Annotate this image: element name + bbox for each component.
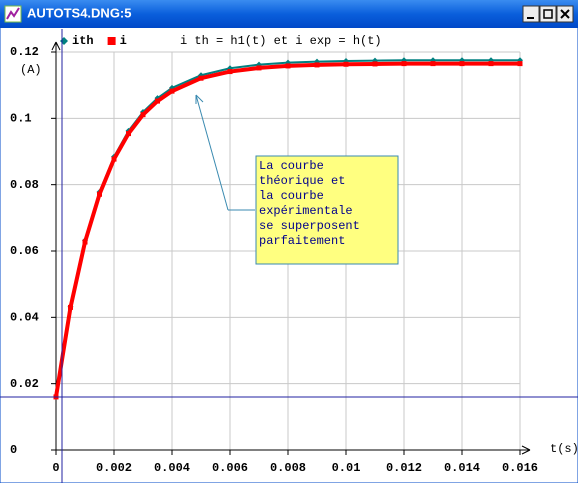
data-point: [488, 61, 494, 67]
x-tick-label: 0.01: [332, 461, 361, 475]
annotation-text: parfaitement: [259, 234, 345, 248]
y-tick-label: 0.06: [10, 244, 39, 258]
annotation-box: [255, 155, 399, 265]
data-point: [97, 191, 102, 197]
data-point: [68, 304, 73, 310]
y-tick-label: 0.04: [10, 311, 39, 325]
data-point: [372, 61, 378, 67]
y-tick-label: 0.1: [10, 112, 32, 126]
data-point: [169, 88, 175, 94]
data-point: [82, 239, 88, 245]
y-tick-label: 0.02: [10, 377, 39, 391]
annotation-arrow: [195, 94, 229, 211]
data-point: [111, 156, 117, 162]
x-tick-label: 0.008: [270, 461, 306, 475]
annotation-text: se superposent: [259, 219, 360, 233]
arrow-head: [195, 94, 204, 104]
y-tick-label: 0: [10, 443, 17, 457]
data-point: [198, 75, 204, 81]
annotation-text: expérimentale: [259, 204, 353, 218]
x-tick-label: 0.014: [444, 461, 480, 475]
x-tick-label: 0.012: [386, 461, 422, 475]
app-icon-glyph: [6, 7, 20, 20]
y-tick-label: 0.12: [10, 45, 39, 59]
x-tick-label: 0.004: [154, 461, 190, 475]
legend-label: ith: [72, 34, 94, 48]
x-axis-label: t(s): [550, 442, 578, 456]
x-tick-label: 0: [52, 461, 59, 475]
data-point: [285, 63, 291, 69]
data-point: [126, 131, 131, 137]
x-tick-label: 0.006: [212, 461, 248, 475]
data-point: [430, 61, 436, 67]
y-tick-label: 0.08: [10, 178, 39, 192]
chart-title: i th = h1(t) et i exp = h(t): [180, 34, 382, 48]
legend-marker: [107, 37, 116, 45]
annotation-text: théorique et: [259, 174, 345, 188]
minimize-button[interactable]: [522, 5, 540, 23]
x-tick-label: 0.002: [96, 461, 132, 475]
y-axis-label: (A): [20, 63, 42, 77]
x-axis-arrow: [521, 445, 531, 455]
window-title: AUTOTS4.DNG:5: [27, 5, 132, 20]
data-point: [155, 98, 160, 104]
data-point: [314, 62, 320, 68]
maximize-button[interactable]: [539, 5, 557, 23]
annotation-text: la courbe: [259, 189, 324, 203]
x-tick-label: 0.016: [502, 461, 538, 475]
data-point: [401, 61, 407, 67]
title-bar: [0, 0, 578, 28]
legend-label: i: [120, 34, 127, 48]
y-axis-arrow: [51, 41, 61, 51]
close-button[interactable]: [556, 5, 574, 23]
data-point: [140, 112, 146, 118]
data-point: [256, 65, 262, 71]
annotation-text: La courbe: [259, 159, 324, 173]
data-point: [517, 61, 523, 67]
data-point: [459, 61, 465, 67]
data-point: [343, 61, 349, 67]
data-point: [227, 69, 233, 75]
